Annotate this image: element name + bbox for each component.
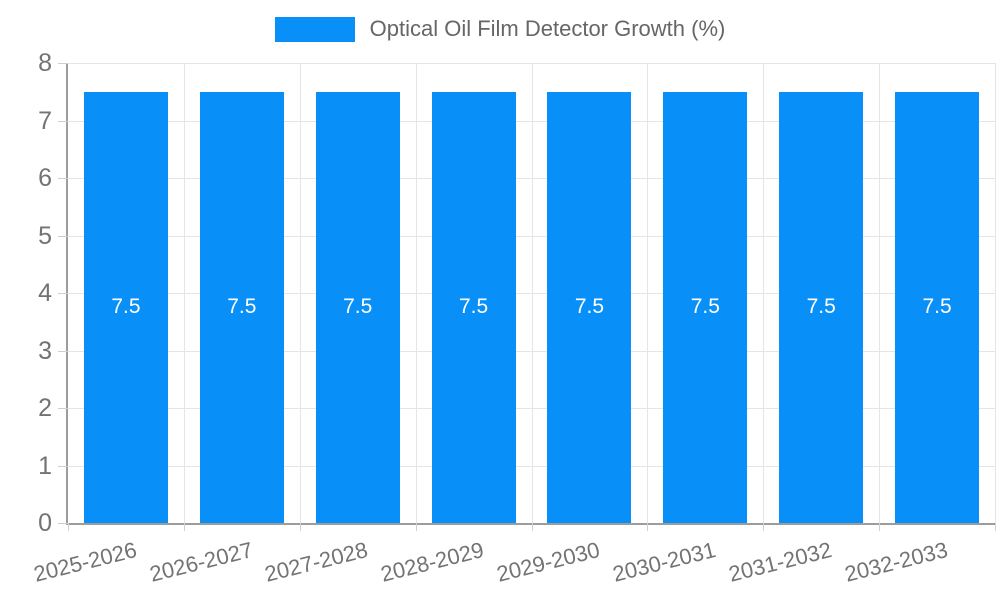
x-tick-label: 2026-2027 [146, 537, 255, 587]
y-tick-label: 7 [38, 106, 52, 135]
gridline-vertical [763, 63, 765, 523]
plot-area: 7.5 7.5 7.5 7.5 7.5 7.5 7.5 7.5 [58, 63, 996, 531]
bar-value-label: 7.5 [690, 295, 720, 319]
bar: 7.5 [431, 91, 516, 523]
bar-value-label: 7.5 [458, 295, 489, 319]
y-tick [58, 178, 68, 179]
x-tick [763, 523, 765, 531]
y-tick [58, 350, 68, 352]
gridline-vertical [531, 63, 533, 523]
legend-label: Optical Oil Film Detector Growth (%) [369, 16, 726, 41]
y-tick [58, 293, 68, 294]
x-tick [415, 523, 417, 531]
y-tick [58, 120, 68, 122]
bar-value-label: 7.5 [806, 295, 836, 319]
x-tick [879, 523, 881, 531]
y-tick [58, 63, 68, 64]
gridline-vertical [879, 63, 881, 523]
y-tick-label: 1 [38, 451, 52, 480]
x-tick [531, 523, 533, 531]
bar-value-label: 7.5 [574, 295, 605, 319]
gridline-vertical [647, 63, 649, 523]
gridline-horizontal [68, 63, 995, 64]
x-axis-line [66, 523, 995, 525]
x-tick-label: 2031-2032 [726, 537, 835, 587]
y-tick [58, 523, 68, 524]
bar: 7.5 [315, 91, 400, 523]
legend[interactable]: Optical Oil Film Detector Growth (%) [0, 16, 1000, 42]
x-tick-label: 2030-2031 [610, 537, 719, 587]
x-tick [68, 523, 69, 531]
x-tick-label: 2025-2026 [30, 537, 139, 587]
y-tick-label: 2 [38, 394, 52, 422]
y-tick-label: 8 [38, 49, 52, 77]
gridline-vertical [183, 63, 185, 523]
x-tick-label: 2029-2030 [494, 537, 603, 587]
bar: 7.5 [895, 91, 980, 523]
bar: 7.5 [547, 91, 632, 523]
x-tick-label: 2027-2028 [262, 537, 371, 587]
bar: 7.5 [83, 91, 168, 523]
gridline-vertical [995, 63, 996, 523]
bar: 7.5 [199, 91, 284, 523]
y-tick [58, 408, 68, 409]
bar: 7.5 [663, 91, 748, 523]
y-tick-label: 3 [38, 336, 52, 365]
bar-value-label: 7.5 [922, 295, 952, 319]
bar-value-label: 7.5 [227, 295, 257, 319]
gridline-vertical [299, 63, 301, 523]
y-axis-line [66, 63, 68, 523]
x-tick-label: 2028-2029 [378, 537, 487, 587]
y-tick [58, 235, 68, 237]
x-tick [647, 523, 649, 531]
bar-value-label: 7.5 [343, 295, 373, 319]
legend-swatch-icon [274, 16, 355, 42]
x-tick-label: 2032-2033 [841, 537, 951, 587]
x-tick [299, 523, 301, 531]
y-tick-label: 4 [38, 279, 52, 307]
bar-value-label: 7.5 [111, 295, 141, 319]
x-tick [995, 523, 996, 531]
y-tick-label: 0 [38, 509, 52, 537]
y-tick-label: 5 [38, 221, 52, 250]
bar: 7.5 [779, 91, 864, 523]
y-tick-label: 6 [38, 164, 52, 192]
y-tick [58, 465, 68, 467]
x-tick [183, 523, 185, 531]
gridline-vertical [415, 63, 417, 523]
